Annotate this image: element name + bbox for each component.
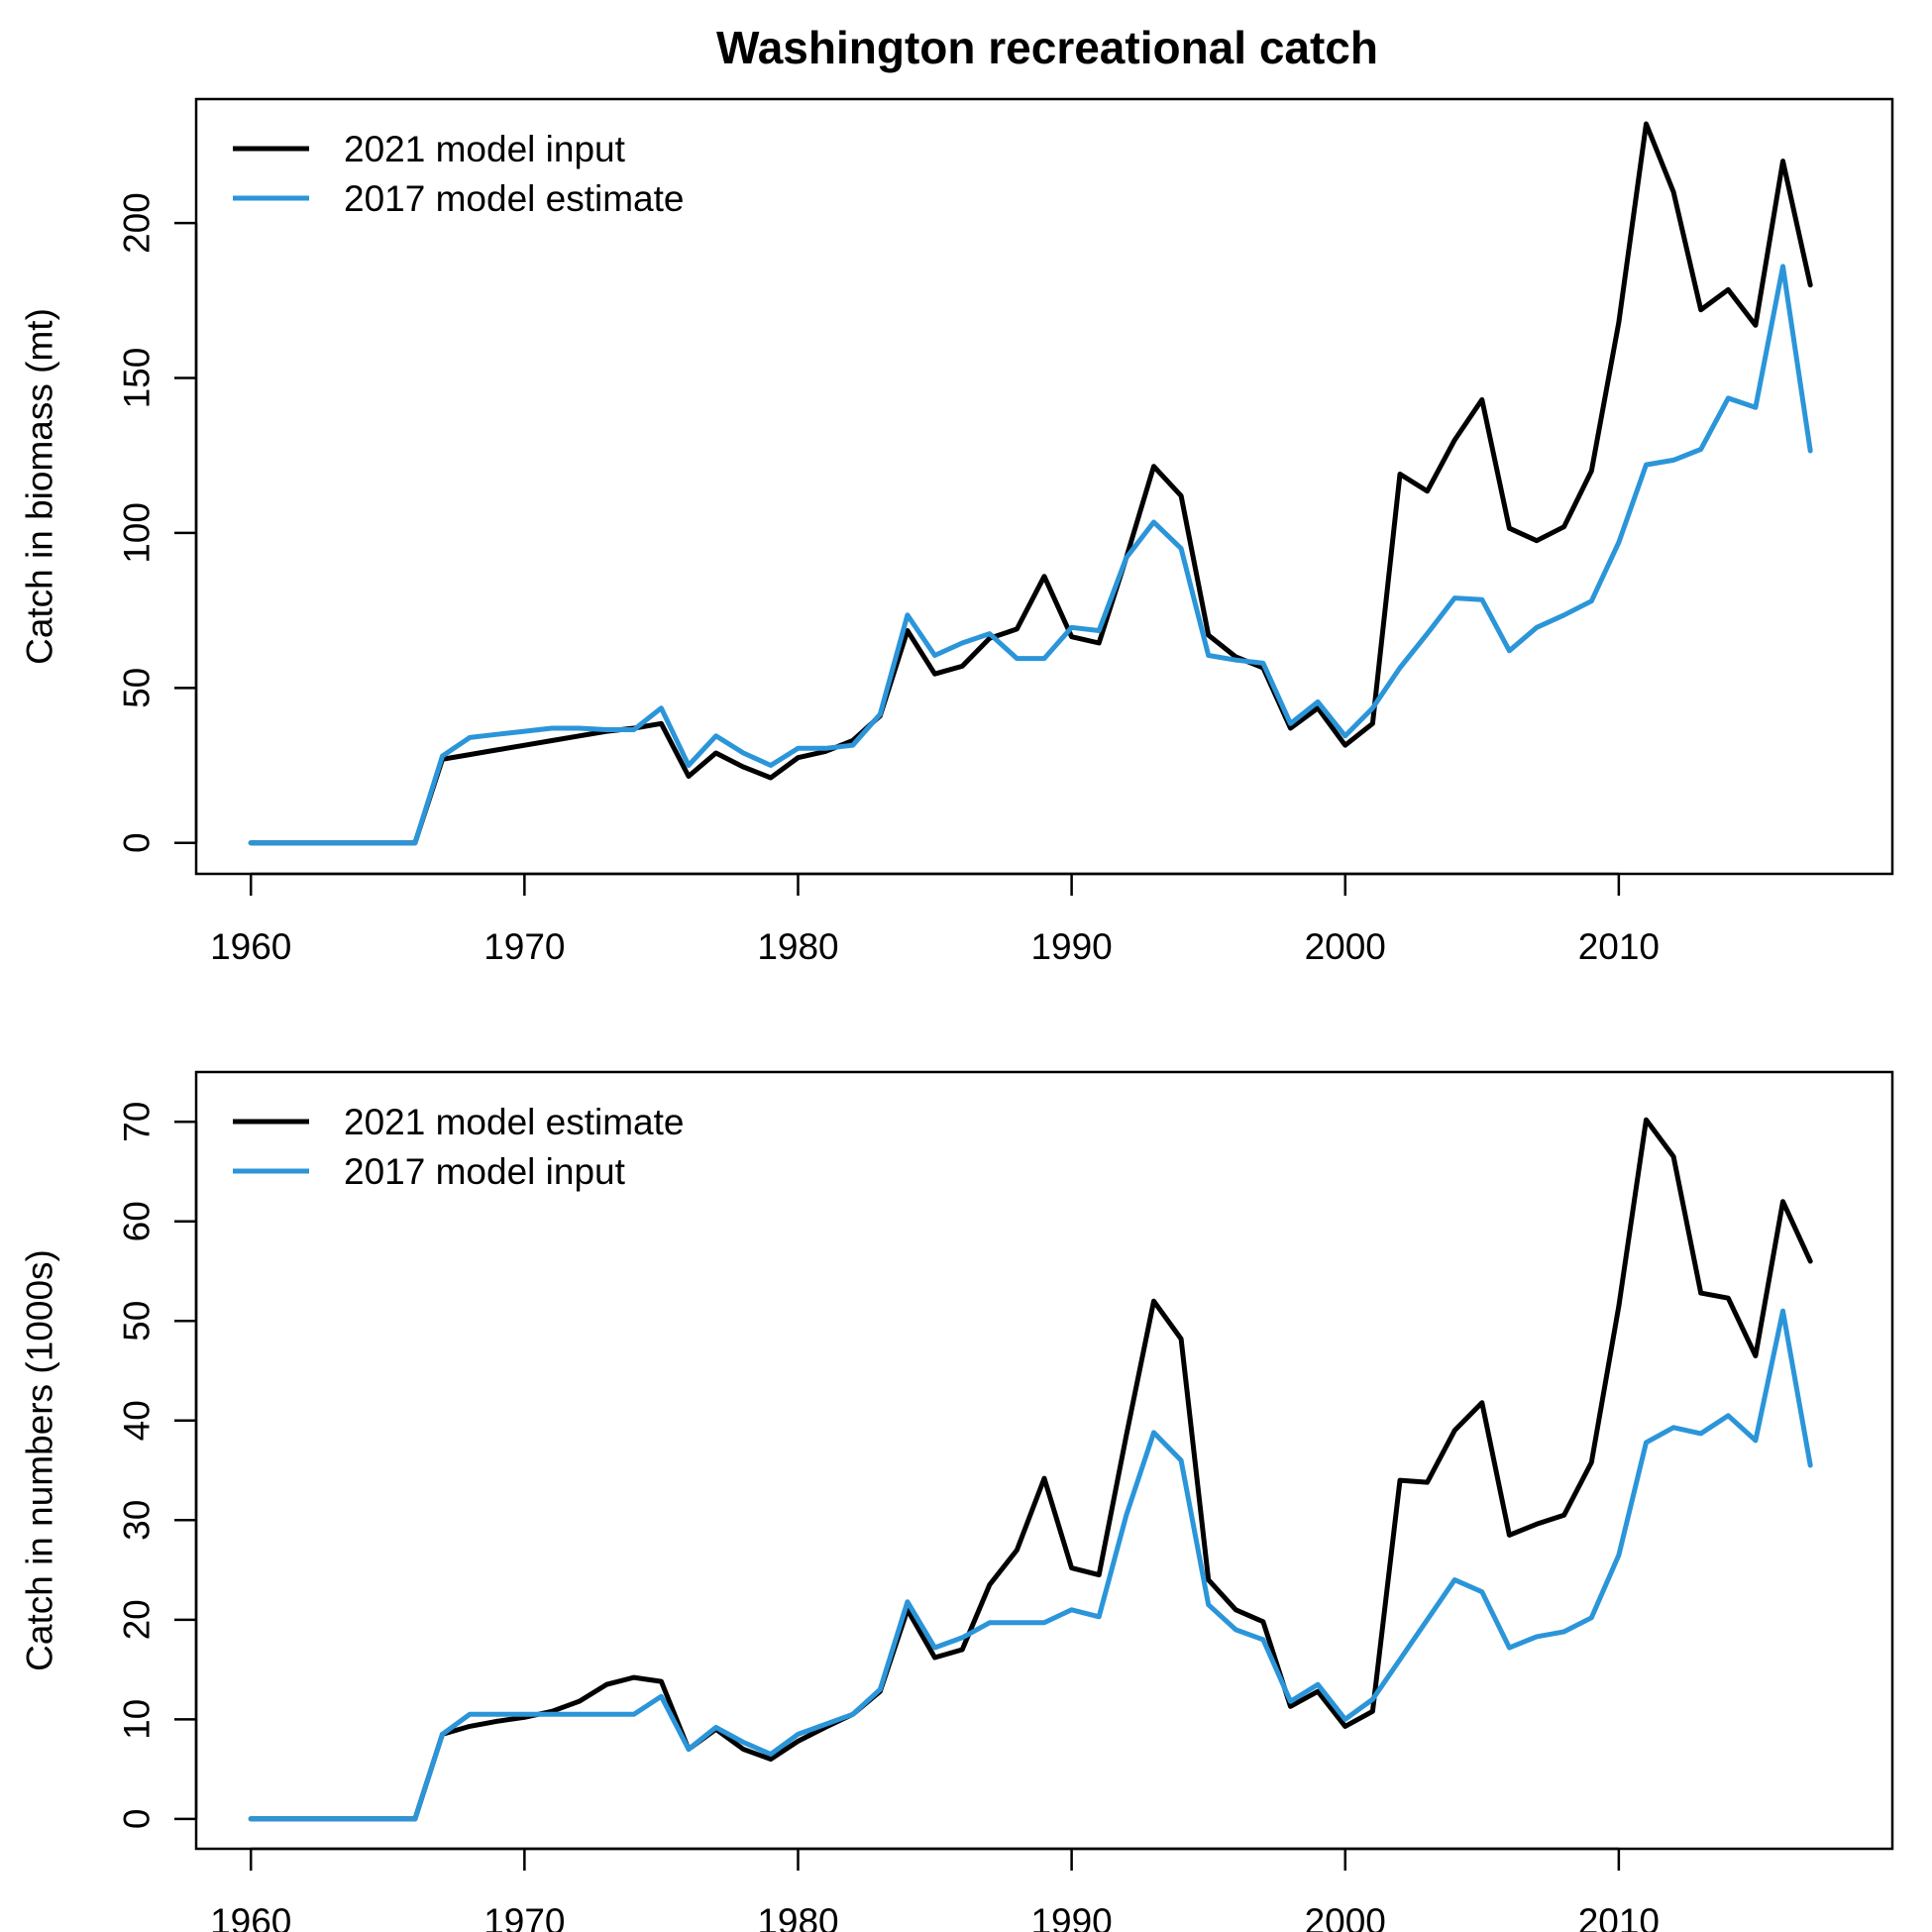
series-line-1 bbox=[248, 1117, 1813, 1822]
x-tick-label: 1970 bbox=[483, 926, 565, 967]
y-tick-label: 0 bbox=[117, 832, 158, 853]
chart-panels: 1960 1970 1980 1990 2000 2010050100150200Catc… bbox=[20, 97, 1894, 1932]
x-tick-label: 2000 bbox=[1305, 926, 1386, 967]
x-tick-label: 1980 bbox=[757, 926, 838, 967]
y-tick-label: 150 bbox=[117, 348, 158, 409]
x-tick-label: 1990 bbox=[1030, 1901, 1112, 1932]
x-tick-label: 2010 bbox=[1578, 1901, 1660, 1932]
series-line-2 bbox=[248, 264, 1813, 846]
y-tick-label: 40 bbox=[117, 1400, 158, 1441]
y-tick-label: 50 bbox=[117, 668, 158, 708]
legend: 2021 model estimate 2017 model input bbox=[233, 1102, 684, 1192]
y-tick-label: 20 bbox=[117, 1599, 158, 1640]
legend-label: 2021 model input bbox=[344, 129, 626, 169]
x-tick-label: 1960 bbox=[210, 926, 291, 967]
figure-title: Washington recreational catch bbox=[716, 22, 1378, 73]
series-line-1 bbox=[248, 121, 1813, 846]
y-tick-label: 50 bbox=[117, 1301, 158, 1342]
legend-label: 2017 model input bbox=[344, 1151, 626, 1192]
y-tick-label: 10 bbox=[117, 1699, 158, 1740]
x-tick-label: 1970 bbox=[483, 1901, 565, 1932]
x-tick-label: 1990 bbox=[1030, 926, 1112, 967]
y-tick-label: 70 bbox=[117, 1102, 158, 1142]
x-tick-label: 2000 bbox=[1305, 1901, 1386, 1932]
x-tick-label: 1980 bbox=[757, 1901, 838, 1932]
y-tick-label: 100 bbox=[117, 502, 158, 564]
legend-label: 2017 model estimate bbox=[344, 178, 684, 219]
y-tick-label: 0 bbox=[117, 1809, 158, 1830]
series-line-2 bbox=[248, 1308, 1813, 1822]
chart-panel-1: 1960 1970 1980 1990 2000 2010 0 50 100 150 200 Catc… bbox=[20, 97, 1894, 967]
y-tick-label: 60 bbox=[117, 1201, 158, 1241]
legend-label: 2021 model estimate bbox=[344, 1102, 684, 1142]
y-axis-label: Catch in biomass (mt) bbox=[20, 308, 60, 665]
y-axis-label: Catch in numbers (1000s) bbox=[20, 1249, 60, 1671]
y-tick-label: 30 bbox=[117, 1500, 158, 1541]
x-tick-label: 2010 bbox=[1578, 926, 1660, 967]
x-tick-label: 1960 bbox=[210, 1901, 291, 1932]
legend: 2021 model input 2017 model estimate bbox=[233, 129, 684, 219]
y-tick-label: 200 bbox=[117, 192, 158, 254]
chart-panel-2: 1960 1970 1980 1990 2000 2010 0 10 20 30 40 50 60 70 C… bbox=[20, 1070, 1894, 1932]
